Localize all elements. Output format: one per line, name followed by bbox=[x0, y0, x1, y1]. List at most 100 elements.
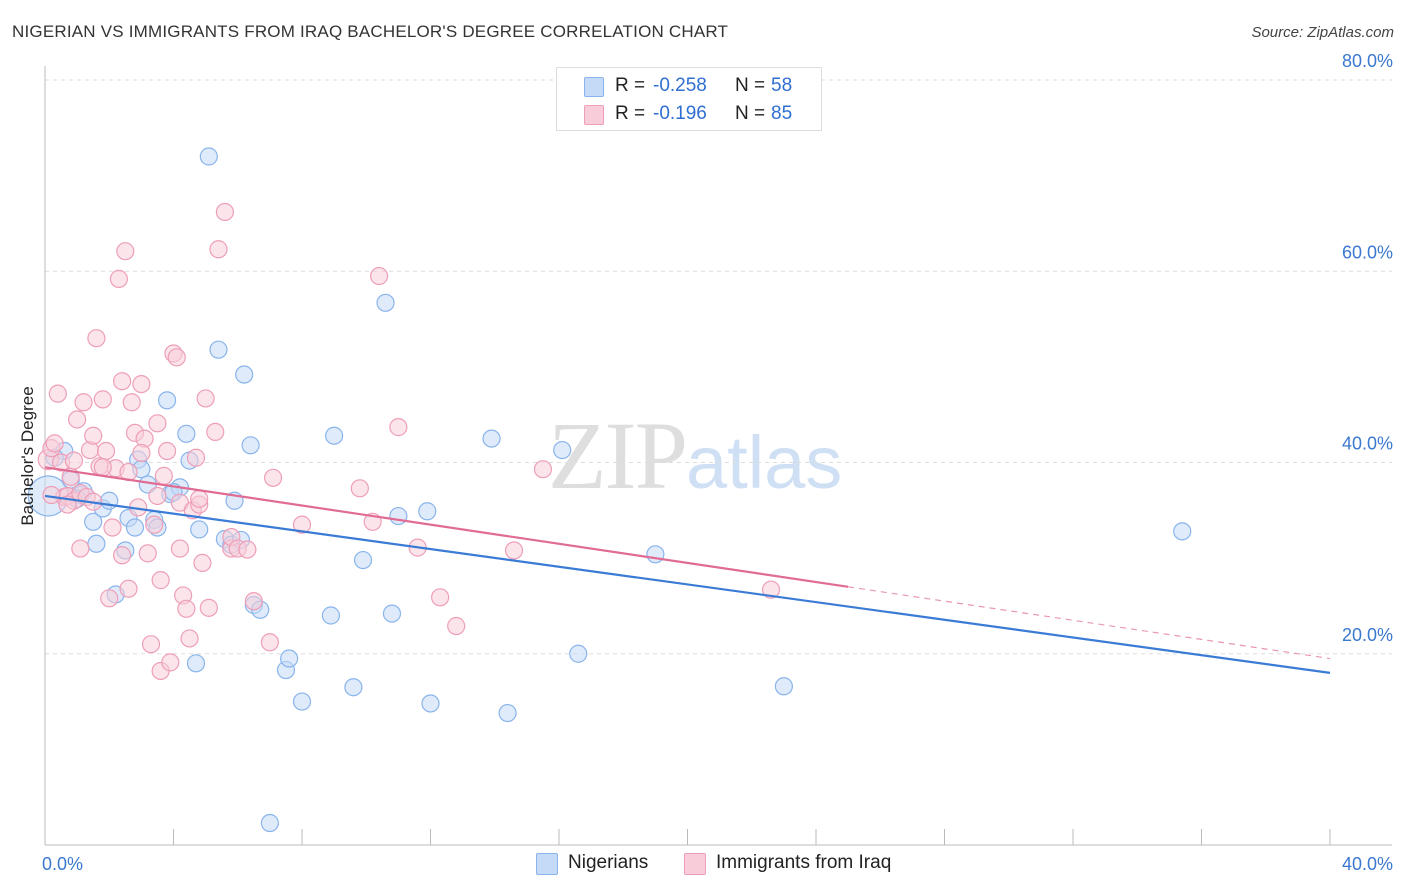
point-nigerians bbox=[389, 506, 408, 526]
point-nigerians bbox=[321, 606, 341, 625]
bottom-legend-swatch-nigerians bbox=[536, 853, 558, 875]
point-nigerians bbox=[569, 644, 588, 663]
point-nigerians bbox=[325, 426, 344, 445]
point-iraq bbox=[206, 422, 225, 441]
point-nigerians bbox=[125, 518, 145, 537]
bottom-legend-label-iraq: Immigrants from Iraq bbox=[716, 852, 892, 873]
point-nigerians bbox=[376, 293, 395, 312]
point-iraq bbox=[100, 589, 119, 608]
legend-n-value: 58 bbox=[771, 75, 793, 96]
bottom-legend-swatch-iraq bbox=[684, 853, 706, 875]
point-nigerians bbox=[344, 678, 363, 697]
point-iraq bbox=[238, 540, 257, 559]
point-iraq bbox=[161, 653, 180, 672]
point-iraq bbox=[190, 489, 209, 508]
point-iraq bbox=[215, 202, 234, 222]
legend-row-iraq: R = -0.196 N = 85 bbox=[557, 102, 821, 126]
point-iraq bbox=[68, 410, 87, 429]
point-nigerians bbox=[84, 512, 103, 531]
point-nigerians bbox=[292, 692, 312, 711]
point-nigerians bbox=[382, 604, 402, 623]
point-iraq bbox=[122, 393, 141, 412]
legend-row-nigerians: R = -0.258 N = 58 bbox=[557, 74, 821, 98]
point-iraq bbox=[761, 580, 781, 599]
point-nigerians bbox=[186, 654, 206, 673]
point-nigerians bbox=[280, 649, 299, 668]
trendline-nigerians bbox=[44, 494, 1331, 674]
point-nigerians bbox=[241, 436, 260, 455]
point-iraq bbox=[42, 485, 61, 505]
point-iraq bbox=[196, 389, 215, 408]
point-nigerians bbox=[199, 147, 218, 166]
point-nigerians bbox=[157, 391, 177, 410]
point-iraq bbox=[151, 571, 170, 590]
point-nigerians bbox=[553, 440, 572, 460]
point-iraq bbox=[177, 599, 196, 618]
x-tick-label: 0.0% bbox=[42, 854, 83, 874]
point-iraq bbox=[145, 515, 164, 534]
trendline-iraq bbox=[44, 466, 849, 588]
point-iraq bbox=[370, 266, 389, 286]
point-nigerians bbox=[421, 694, 440, 713]
point-nigerians bbox=[646, 545, 665, 564]
point-iraq bbox=[431, 588, 450, 607]
point-iraq bbox=[48, 384, 67, 403]
point-iraq bbox=[260, 633, 279, 652]
point-iraq bbox=[157, 441, 177, 461]
point-iraq bbox=[263, 468, 283, 487]
point-nigerians bbox=[482, 429, 501, 448]
y-tick-label: 60.0% bbox=[1342, 242, 1393, 262]
point-iraq bbox=[87, 329, 106, 348]
point-iraq bbox=[112, 546, 132, 565]
point-iraq bbox=[93, 458, 112, 477]
point-nigerians bbox=[190, 520, 209, 539]
point-nigerians bbox=[209, 340, 228, 359]
source-credit: Source: ZipAtlas.com bbox=[1251, 24, 1394, 41]
point-iraq bbox=[350, 479, 369, 498]
point-iraq bbox=[170, 539, 190, 558]
watermark-zip: ZIP bbox=[548, 402, 688, 509]
point-iraq bbox=[148, 486, 167, 506]
point-nigerians bbox=[87, 534, 106, 553]
point-iraq bbox=[292, 515, 312, 534]
point-iraq bbox=[103, 518, 122, 537]
point-nigerians bbox=[1173, 522, 1192, 541]
point-iraq bbox=[112, 372, 132, 391]
point-iraq bbox=[167, 348, 186, 367]
point-iraq bbox=[45, 434, 64, 453]
point-iraq bbox=[96, 441, 116, 461]
point-nigerians bbox=[774, 677, 793, 696]
point-iraq bbox=[141, 635, 161, 654]
legend-n-value: 85 bbox=[771, 103, 793, 124]
point-iraq bbox=[199, 598, 218, 617]
point-iraq bbox=[71, 539, 90, 558]
point-iraq bbox=[93, 390, 112, 409]
point-iraq bbox=[132, 443, 151, 463]
y-tick-label: 80.0% bbox=[1342, 51, 1393, 71]
y-axis-label: Bachelor's Degree bbox=[18, 386, 37, 526]
point-iraq bbox=[109, 269, 128, 288]
y-tick-label: 40.0% bbox=[1342, 434, 1393, 454]
point-iraq bbox=[84, 426, 103, 445]
point-iraq bbox=[209, 240, 228, 259]
point-nigerians bbox=[260, 813, 279, 833]
point-iraq bbox=[389, 418, 408, 437]
legend-swatch-iraq bbox=[584, 105, 604, 125]
legend-r-value: -0.258 bbox=[653, 75, 707, 96]
point-iraq bbox=[244, 592, 263, 611]
point-iraq bbox=[447, 616, 466, 636]
legend-n-label: N = bbox=[735, 75, 766, 96]
point-iraq bbox=[148, 414, 167, 433]
point-nigerians bbox=[235, 365, 254, 384]
legend-swatch-nigerians bbox=[584, 77, 604, 97]
point-iraq bbox=[186, 448, 206, 467]
legend: R = -0.258 N = 58 R = -0.196 N = 85 bbox=[556, 67, 822, 131]
point-nigerians bbox=[418, 502, 437, 521]
y-tick-label: 20.0% bbox=[1342, 625, 1393, 645]
point-nigerians bbox=[353, 550, 373, 570]
bottom-legend-label-nigerians: Nigerians bbox=[568, 852, 649, 873]
point-iraq bbox=[74, 393, 93, 412]
legend-r-label: R = bbox=[615, 75, 646, 96]
point-nigerians bbox=[177, 424, 196, 443]
